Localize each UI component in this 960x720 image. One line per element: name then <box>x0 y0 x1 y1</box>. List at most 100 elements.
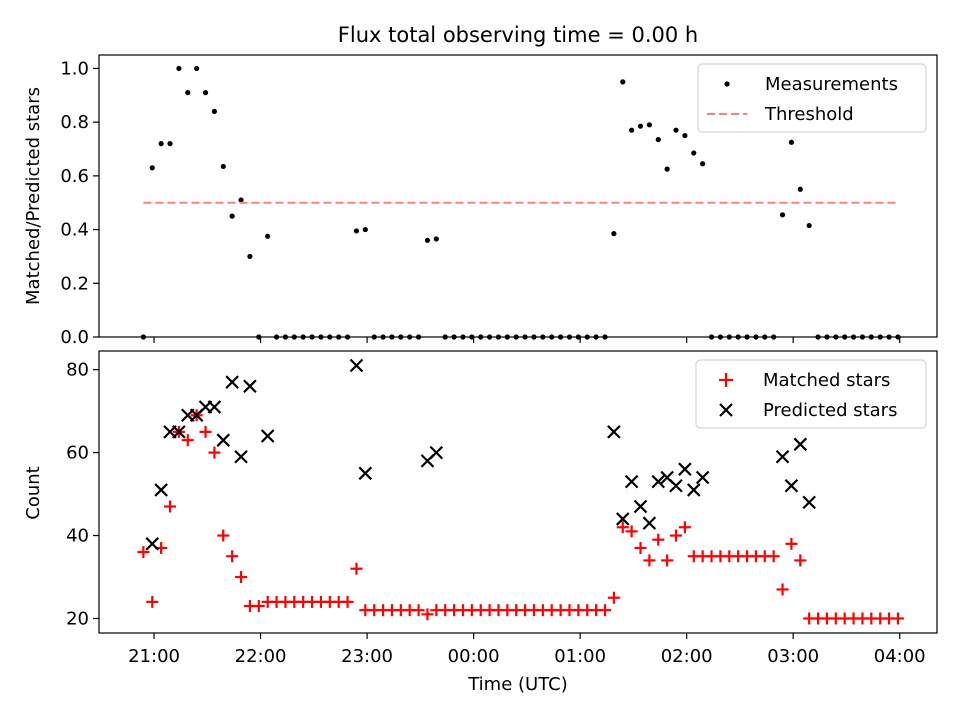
matched-star-point <box>199 425 212 438</box>
matched-star-point <box>607 591 620 604</box>
bottom-y-axis-label: Count <box>23 466 44 519</box>
matched-star-point <box>678 521 691 534</box>
predicted-star-stroke <box>642 516 657 530</box>
predicted-star-stroke <box>802 495 816 510</box>
predicted-star-stroke <box>349 358 364 373</box>
predicted-star-stroke <box>615 512 630 526</box>
predicted-star-point <box>607 425 621 439</box>
top-legend: Measurements Threshold <box>697 63 927 133</box>
predicted-star-point <box>260 429 275 443</box>
predicted-star-point <box>145 537 160 551</box>
x-tick-label: 22:00 <box>235 646 287 667</box>
measurement-point <box>238 197 244 203</box>
top-y-tick-label: 0.2 <box>60 273 89 294</box>
bottom-plot-area <box>137 358 904 625</box>
predicted-star-stroke <box>225 375 239 389</box>
x-tick-label: 03:00 <box>767 646 819 667</box>
predicted-star-point <box>651 474 666 489</box>
predicted-star-stroke <box>429 445 444 460</box>
predicted-star-point <box>225 375 239 389</box>
predicted-star-stroke <box>260 429 275 443</box>
matched-star-point <box>350 562 363 575</box>
top-axes-frame <box>98 54 938 338</box>
matched-star-point <box>208 446 221 459</box>
predicted-star-point <box>172 425 186 439</box>
predicted-star-point <box>802 495 816 510</box>
predicted-star-stroke <box>145 537 160 551</box>
measurement-point <box>611 231 617 237</box>
legend-threshold-label: Threshold <box>764 104 854 125</box>
bottom-y-ticks: 20 40 60 80 <box>66 360 99 629</box>
bottom-y-tick-label: 20 <box>66 608 89 629</box>
matched-star-point <box>137 546 150 559</box>
bottom-y-tick-label: 80 <box>66 360 89 381</box>
bottom-y-tick-label: 40 <box>66 526 89 547</box>
top-plot-area <box>140 65 901 340</box>
matched-star-point <box>235 571 248 584</box>
matched-star-point <box>217 529 230 542</box>
measurement-point <box>620 79 626 85</box>
matched-star-point <box>421 608 434 621</box>
bottom-panel: Count Time (UTC) 20 40 60 80 21:00 22:00 23:0… <box>23 350 938 695</box>
matched-star-point <box>164 500 177 513</box>
predicted-star-point <box>216 433 231 447</box>
predicted-star-point <box>429 445 444 460</box>
measurement-point <box>167 141 173 147</box>
predicted-star-stroke <box>624 474 639 489</box>
predicted-star-point <box>358 466 373 481</box>
top-y-ticks: 0.0 0.2 0.4 0.6 0.8 1.0 <box>60 58 99 348</box>
predicted-star-point <box>686 483 701 497</box>
predicted-star-point <box>642 516 657 530</box>
measurement-point <box>788 139 795 145</box>
measurement-point <box>637 123 644 129</box>
measurement-point <box>691 150 697 156</box>
bottom-legend: Matched stars Predicted stars <box>695 359 927 429</box>
predicted-star-stroke <box>775 449 790 464</box>
top-legend-box <box>697 63 927 133</box>
measurement-point <box>353 228 360 234</box>
legend-measurements-marker <box>724 81 730 87</box>
matched-star-point <box>181 434 194 447</box>
legend-predicted-marker <box>719 403 733 417</box>
measurement-point <box>158 141 164 147</box>
measurement-point <box>247 253 253 260</box>
measurement-point <box>220 163 226 170</box>
measurement-point <box>362 226 368 233</box>
matched-star-point <box>226 550 239 563</box>
measurement-point <box>149 165 155 171</box>
predicted-star-point <box>793 437 808 452</box>
bottom-axes-frame <box>98 350 938 634</box>
matched-star-point <box>598 604 611 617</box>
predicted-star-point <box>615 512 630 526</box>
predicted-star-point <box>234 449 248 464</box>
predicted-star-stroke <box>607 425 621 439</box>
predicted-star-stroke <box>234 449 248 464</box>
predicted-star-stroke <box>793 437 808 452</box>
predicted-star-point <box>349 358 364 373</box>
matched-star-point <box>616 521 629 534</box>
matched-star-point <box>794 554 807 567</box>
predicted-star-stroke <box>633 499 648 514</box>
top-panel: Flux total observing time = 0.00 h Match… <box>23 23 938 348</box>
predicted-star-stroke <box>669 479 683 493</box>
predicted-star-point <box>243 379 257 394</box>
predicted-star-stroke <box>243 379 257 394</box>
bottom-x-ticks: 21:00 22:00 23:00 00:00 01:00 02:00 03:00 04:00 <box>128 633 926 667</box>
predicted-star-stroke <box>678 462 692 476</box>
predicted-star-stroke <box>154 483 168 497</box>
measurement-point <box>424 237 431 243</box>
predicted-star-point <box>678 462 692 476</box>
measurement-point <box>779 212 786 218</box>
matched-star-point <box>412 604 425 617</box>
matched-star-point <box>661 554 674 567</box>
measurement-point <box>664 166 670 172</box>
measurement-point <box>673 127 679 133</box>
predicted-star-point <box>669 479 683 493</box>
top-y-tick-label: 0.4 <box>60 220 89 241</box>
measurement-point <box>806 222 812 229</box>
matched-star-point <box>341 595 354 608</box>
predicted-star-point <box>784 479 799 493</box>
legend-matched-marker <box>719 373 733 387</box>
predicted-star-stroke <box>358 466 373 481</box>
